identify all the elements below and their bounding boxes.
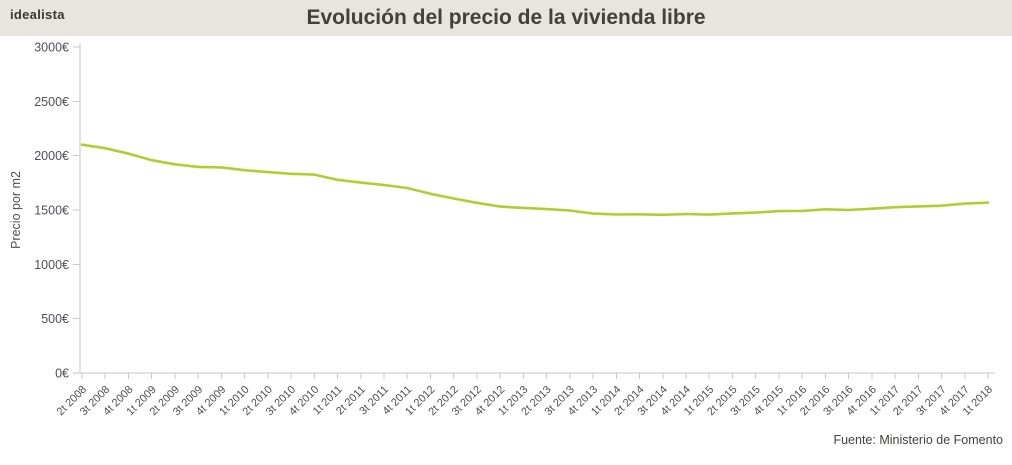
y-axis-tick-label: 2000€ xyxy=(34,149,69,163)
chart-title: Evolución del precio de la vivienda libr… xyxy=(306,6,706,29)
y-axis-tick-label: 0€ xyxy=(55,367,69,381)
y-axis-tick-label: 3000€ xyxy=(34,41,69,55)
y-axis-tick-label: 1000€ xyxy=(34,258,69,272)
chart-area: 0€ 500€ 1000€ 1500€ 2000€ 2500€ 3000€ 2t 2008 3t… xyxy=(0,36,1012,430)
price-line-chart: 0€500€1000€1500€2000€2500€3000€2t 20083t… xyxy=(9,41,995,419)
idealista-logo: idealista xyxy=(10,7,65,22)
y-axis-title: Precio por m2 xyxy=(9,171,23,249)
y-axis-tick-label: 500€ xyxy=(41,312,69,326)
source-note: Fuente: Ministerio de Fomento xyxy=(833,433,1003,447)
y-axis-tick-label: 1500€ xyxy=(34,204,69,218)
header-bar: idealista Evolución del precio de la viv… xyxy=(0,0,1012,36)
price-line xyxy=(80,143,990,217)
y-axis-tick-label: 2500€ xyxy=(34,95,69,109)
